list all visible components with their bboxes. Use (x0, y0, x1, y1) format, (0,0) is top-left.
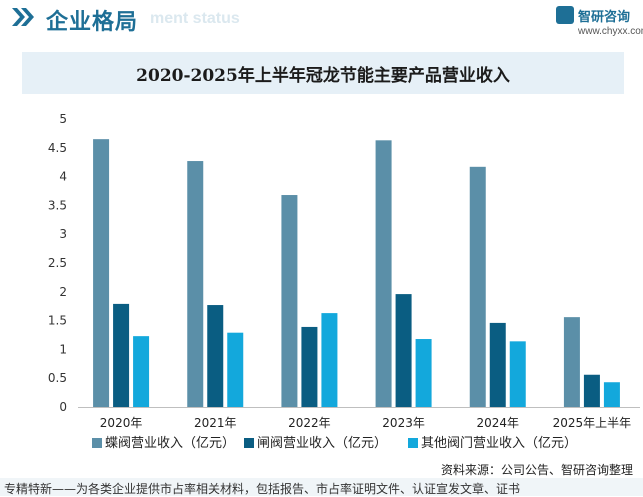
y-tick-label: 0 (59, 400, 67, 414)
bar-1 (563, 317, 580, 407)
bar-1 (469, 166, 486, 407)
y-tick-label: 2 (59, 285, 67, 299)
y-tick-label: 4.5 (48, 141, 67, 155)
source-note: 资料来源：公司公告、智研咨询整理 (440, 463, 633, 477)
legend-swatch-2 (244, 438, 254, 448)
y-tick-label: 1.5 (48, 314, 67, 328)
y-tick-label: 4 (59, 170, 67, 184)
bar-1 (281, 195, 298, 407)
legend-label-1: 蝶阀营业收入（亿元） (105, 436, 235, 451)
logo-icon (556, 6, 574, 24)
legend-swatch-3 (408, 438, 418, 448)
logo-url: www.chyxx.com (578, 26, 643, 37)
bar-2 (301, 326, 318, 407)
chart-title: 2020-2025年上半年冠龙节能主要产品营业收入 (136, 65, 510, 86)
logo-name: 智研咨询 (578, 10, 631, 25)
y-tick-label: 3 (59, 227, 67, 241)
bar-2 (489, 322, 506, 407)
section-subtitle: ment status (150, 10, 240, 27)
bar-3 (321, 313, 338, 407)
bar-2 (113, 303, 130, 407)
bar-3 (415, 339, 432, 407)
y-tick-label: 3.5 (48, 198, 67, 212)
x-tick-label: 2024年 (476, 416, 519, 430)
legend-label-2: 闸阀营业收入（亿元） (257, 436, 387, 451)
chart-title-box: 2020-2025年上半年冠龙节能主要产品营业收入 (22, 52, 624, 94)
brand-logo: 智研咨询 www.chyxx.com (556, 4, 643, 40)
header: 企业格局 ment status 智研咨询 www.chyxx.com (0, 0, 643, 40)
x-tick-label: 2021年 (194, 416, 237, 430)
footer-bar: 专精特新——为各类企业提供市占率相关材料，包括报告、市占率证明文件、认证宣发文章… (0, 478, 643, 496)
x-tick-label: 2020年 (100, 416, 143, 430)
x-tick-label: 2025年上半年 (553, 416, 632, 430)
bar-3 (133, 336, 150, 407)
bar-chart: 0 0.5 1 1.5 2 2.5 3 3.5 4 4.5 5 2020年 2021年 2022年 2023… (48, 112, 640, 451)
bar-2 (395, 294, 412, 407)
y-tick-label: 5 (59, 112, 67, 126)
y-tick-label: 1 (59, 342, 67, 356)
bar-3 (509, 341, 526, 407)
bar-2 (207, 305, 224, 407)
footer-text: 专精特新——为各类企业提供市占率相关材料，包括报告、市占率证明文件、认证宣发文章… (4, 482, 521, 496)
bar-2 (583, 374, 600, 407)
x-tick-label: 2022年 (288, 416, 331, 430)
bar-3 (227, 332, 244, 407)
y-tick-label: 2.5 (48, 256, 67, 270)
bar-1 (187, 161, 204, 407)
legend-label-3: 其他阀门营业收入（亿元） (421, 436, 577, 451)
bar-1 (93, 139, 110, 407)
bar-3 (603, 382, 620, 407)
bar-1 (375, 140, 392, 407)
double-chevron-icon (12, 8, 34, 26)
section-title: 企业格局 (46, 10, 139, 35)
legend-swatch-1 (92, 438, 102, 448)
y-tick-label: 0.5 (48, 371, 67, 385)
x-tick-label: 2023年 (382, 416, 425, 430)
